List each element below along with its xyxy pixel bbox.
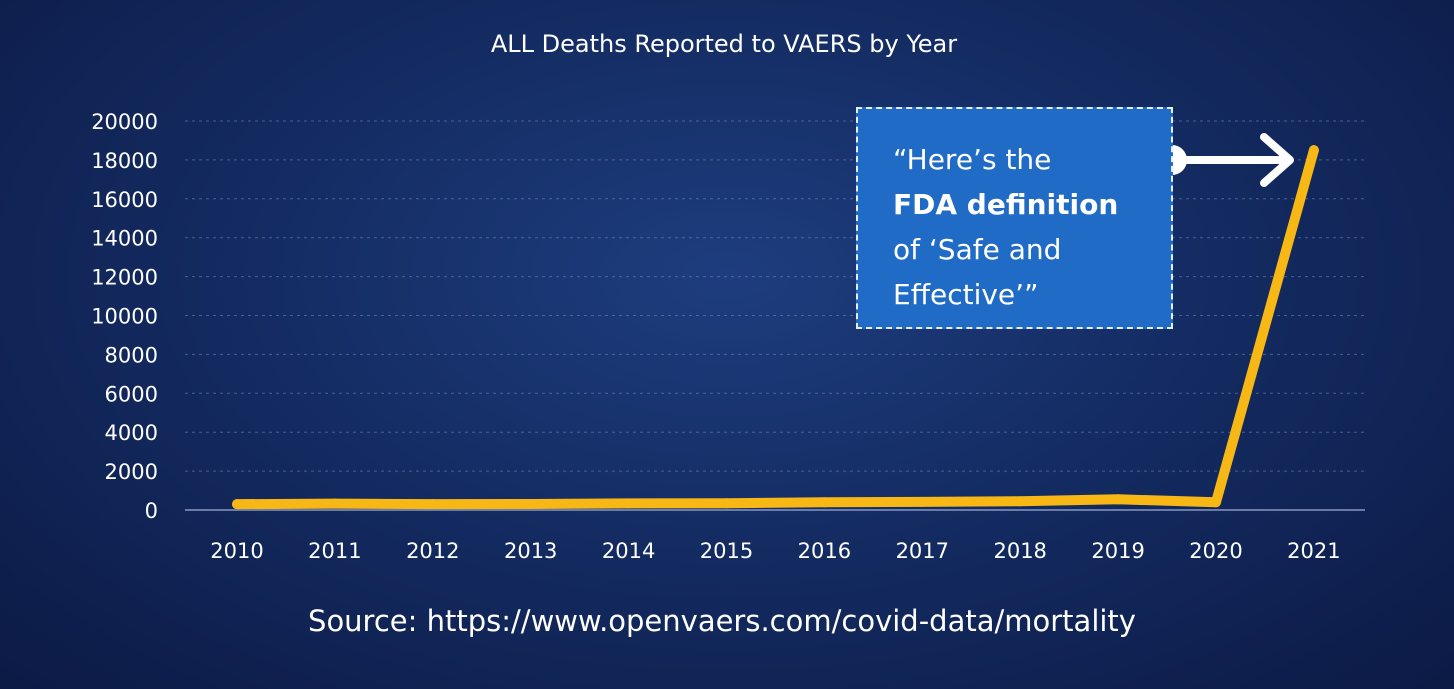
data-point	[1211, 497, 1221, 508]
x-tick-label: 2012	[406, 539, 459, 563]
data-point	[917, 496, 928, 507]
data-point	[819, 497, 830, 508]
source-caption: Source: https://www.openvaers.com/covid-…	[308, 604, 1136, 638]
x-axis-ticks: 2010 2011 2012 2013 2014 2015 2016 2017 2018 2019…	[210, 539, 1340, 563]
x-tick-label: 2016	[798, 539, 851, 563]
y-tick-label: 10000	[91, 305, 158, 329]
y-tick-label: 2000	[105, 460, 158, 484]
y-tick-label: 20000	[91, 110, 158, 134]
x-tick-label: 2021	[1287, 539, 1340, 563]
x-tick-label: 2014	[602, 539, 655, 563]
y-tick-label: 4000	[105, 421, 158, 445]
callout-line-3: of ‘Safe and	[893, 233, 1062, 266]
x-tick-label: 2010	[210, 539, 263, 563]
x-tick-label: 2017	[896, 539, 949, 563]
x-tick-label: 2011	[308, 539, 361, 563]
x-tick-label: 2015	[700, 539, 753, 563]
callout-line-4: Effective’”	[893, 278, 1039, 311]
x-tick-label: 2020	[1189, 539, 1242, 563]
series-line	[232, 145, 1319, 510]
y-tick-label: 6000	[105, 382, 158, 406]
arrow-head	[1260, 133, 1294, 187]
callout-line-1: “Here’s the	[893, 143, 1052, 176]
x-tick-label: 2019	[1091, 539, 1144, 563]
x-tick-label: 2013	[504, 539, 557, 563]
data-point	[427, 499, 438, 510]
y-tick-label: 12000	[91, 266, 158, 290]
callout-arrow	[1157, 133, 1294, 187]
annotation-callout: “Here’s the FDA definition of ‘Safe and …	[856, 107, 1173, 329]
y-tick-label: 8000	[105, 343, 158, 367]
y-tick-label: 14000	[91, 227, 158, 251]
callout-line-2: FDA definition	[893, 188, 1119, 221]
chart-title: ALL Deaths Reported to VAERS by Year	[491, 30, 957, 58]
y-axis-ticks: 0 2000 4000 6000 8000 10000 12000 14000 16000 180…	[91, 110, 158, 523]
data-point	[232, 499, 242, 510]
data-point	[721, 498, 732, 509]
data-point	[1308, 145, 1319, 156]
data-point	[623, 498, 634, 509]
y-tick-label: 18000	[91, 149, 158, 173]
data-point	[525, 498, 536, 509]
y-tick-label: 16000	[91, 188, 158, 212]
data-point	[1015, 496, 1026, 507]
series-layer	[232, 145, 1319, 510]
data-point	[1113, 494, 1124, 505]
x-tick-label: 2018	[993, 539, 1046, 563]
y-tick-label: 0	[145, 499, 158, 523]
grid-lines	[185, 120, 1365, 511]
data-point	[329, 498, 340, 509]
